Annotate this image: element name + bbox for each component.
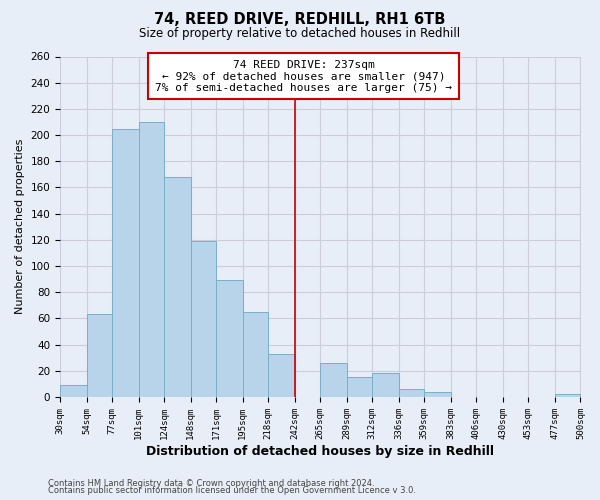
Bar — [399, 389, 424, 397]
Text: Size of property relative to detached houses in Redhill: Size of property relative to detached ho… — [139, 28, 461, 40]
X-axis label: Distribution of detached houses by size in Redhill: Distribution of detached houses by size … — [146, 444, 494, 458]
Text: Contains public sector information licensed under the Open Government Licence v : Contains public sector information licen… — [48, 486, 416, 495]
Bar — [60, 385, 86, 397]
Y-axis label: Number of detached properties: Number of detached properties — [15, 139, 25, 314]
Text: 74, REED DRIVE, REDHILL, RH1 6TB: 74, REED DRIVE, REDHILL, RH1 6TB — [154, 12, 446, 28]
Bar — [112, 128, 139, 397]
Bar — [347, 378, 373, 397]
Bar — [164, 177, 191, 397]
Text: 74 REED DRIVE: 237sqm
← 92% of detached houses are smaller (947)
7% of semi-deta: 74 REED DRIVE: 237sqm ← 92% of detached … — [155, 60, 452, 92]
Bar — [373, 374, 399, 397]
Bar — [191, 241, 216, 397]
Bar — [424, 392, 451, 397]
Bar — [320, 363, 347, 397]
Bar — [268, 354, 295, 397]
Bar — [139, 122, 164, 397]
Text: Contains HM Land Registry data © Crown copyright and database right 2024.: Contains HM Land Registry data © Crown c… — [48, 478, 374, 488]
Bar — [555, 394, 580, 397]
Bar — [86, 314, 112, 397]
Bar — [216, 280, 243, 397]
Bar — [243, 312, 268, 397]
